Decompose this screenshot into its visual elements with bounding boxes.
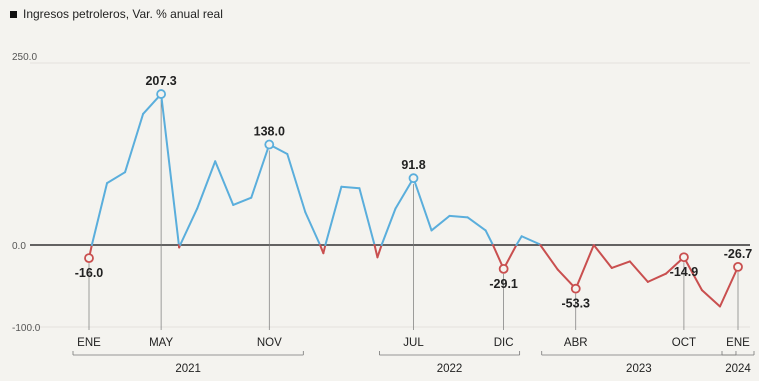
series-segment: [107, 172, 125, 183]
series-segment: [197, 161, 215, 208]
series-segment: [287, 154, 305, 212]
series-segment: [594, 245, 612, 268]
series-segment: [720, 267, 738, 307]
data-point-marker: [734, 263, 742, 271]
data-point-marker: [410, 174, 418, 182]
series-segment: [251, 145, 269, 198]
year-label: 2022: [437, 363, 463, 375]
y-tick-label: 0.0: [12, 241, 26, 252]
series-segment: [92, 183, 107, 245]
series-segment: [414, 178, 432, 230]
data-point-marker: [680, 253, 688, 261]
series-segment: [125, 114, 143, 172]
data-point-marker: [265, 141, 273, 149]
series-segment: [305, 212, 320, 245]
x-tick-label: OCT: [672, 337, 696, 349]
y-tick-label: -100.0: [12, 323, 41, 334]
x-tick-label: ENE: [77, 337, 101, 349]
data-point-marker: [572, 285, 580, 293]
series-segment: [341, 187, 359, 188]
series-segment: [576, 245, 594, 289]
x-tick-label: ABR: [564, 337, 588, 349]
series-segment: [215, 161, 233, 205]
year-label: 2021: [175, 363, 201, 375]
x-tick-label: ENE: [726, 337, 750, 349]
series-segment: [702, 290, 720, 306]
data-label: -53.3: [562, 297, 591, 311]
data-label: -16.0: [75, 266, 104, 280]
x-tick-label: MAY: [149, 337, 173, 349]
series-segment: [540, 245, 557, 270]
data-label: 207.3: [145, 74, 176, 88]
series-segment: [522, 236, 540, 244]
data-label: -29.1: [489, 277, 518, 291]
data-point-marker: [157, 90, 165, 98]
series-segment: [432, 216, 450, 231]
series-segment: [450, 216, 468, 217]
x-tick-label: DIC: [494, 337, 514, 349]
data-point-marker: [85, 254, 93, 262]
x-tick-label: NOV: [257, 337, 282, 349]
series-segment: [233, 198, 251, 205]
data-label: 138.0: [254, 125, 285, 139]
year-label: 2024: [725, 363, 751, 375]
series-segment: [161, 94, 179, 245]
series-segment: [382, 209, 396, 245]
x-tick-label: JUL: [403, 337, 424, 349]
year-label: 2023: [626, 363, 652, 375]
series-segment: [395, 178, 413, 208]
series-segment: [648, 274, 666, 282]
data-label: 91.8: [401, 158, 425, 172]
series-segment: [612, 261, 630, 268]
series-segment: [180, 209, 197, 245]
data-label: -26.7: [724, 247, 753, 261]
data-point-marker: [500, 265, 508, 273]
series-segment: [375, 245, 378, 257]
series-segment: [377, 245, 381, 257]
series-segment: [325, 187, 341, 245]
series-segment: [359, 188, 374, 245]
series-segment: [323, 245, 325, 253]
series-segment: [516, 236, 521, 245]
y-tick-label: 250.0: [12, 52, 37, 63]
series-segment: [486, 230, 493, 245]
series-segment: [468, 217, 486, 230]
data-label: -14.9: [670, 265, 699, 279]
series-segment: [630, 261, 648, 282]
